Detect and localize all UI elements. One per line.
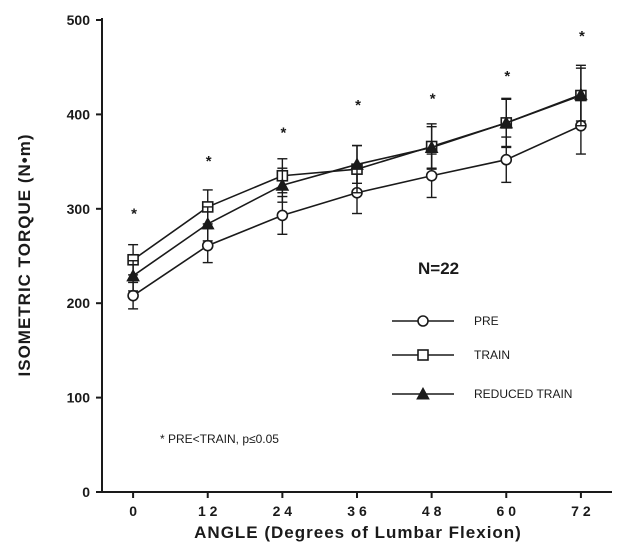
legend-marker-train — [417, 349, 429, 361]
x-axis-title: ANGLE (Degrees of Lumbar Flexion) — [194, 523, 522, 542]
significance-note: * PRE<TRAIN, p≤0.05 — [160, 432, 279, 446]
point-reduced-train — [574, 87, 588, 101]
series-pre — [127, 96, 587, 310]
point-reduced-train — [275, 178, 290, 191]
y-tick-label: 200 — [67, 295, 91, 311]
legend-item-reduced-train: REDUCED TRAIN — [392, 386, 572, 401]
point-pre — [425, 169, 438, 182]
y-tick-label: 0 — [82, 484, 90, 500]
point-reduced-train — [424, 140, 439, 153]
legend-item-train: TRAIN — [392, 348, 510, 362]
significance-star: * — [206, 153, 212, 170]
y-tick-label: 300 — [67, 201, 91, 217]
x-tick-label: 7 2 — [571, 503, 591, 519]
x-tick-label: 1 2 — [198, 503, 218, 519]
significance-star: * — [280, 125, 286, 142]
series-reduced-train — [126, 67, 588, 292]
n-label: N=22 — [418, 259, 459, 278]
series-layer — [126, 64, 588, 310]
legend-marker-pre — [417, 315, 429, 327]
y-tick-label: 100 — [67, 390, 91, 406]
point-pre — [201, 239, 214, 252]
significance-star: * — [504, 68, 510, 85]
significance-star: * — [579, 28, 585, 45]
y-axis-title: ISOMETRIC TORQUE (N•m) — [15, 134, 34, 377]
legend-label-pre: PRE — [474, 314, 499, 328]
significance-star: * — [131, 206, 137, 223]
axes — [101, 18, 612, 493]
legend-label-reduced-train: REDUCED TRAIN — [474, 387, 572, 401]
legend-marker-reduced-train — [416, 386, 430, 400]
significance-star: * — [430, 91, 436, 108]
point-reduced-train — [126, 268, 140, 282]
significance-stars: * * * * * * * — [131, 28, 585, 222]
x-tick-label: 2 4 — [273, 503, 293, 519]
legend-label-train: TRAIN — [474, 348, 510, 362]
point-pre — [127, 289, 139, 302]
x-tick-label: 4 8 — [422, 503, 442, 519]
ticks: 0 100 200 300 400 500 0 1 2 2 4 3 6 4 8 6 0 7 2 — [67, 12, 591, 519]
y-tick-label: 400 — [67, 106, 91, 122]
point-pre — [276, 209, 289, 222]
point-pre — [500, 153, 513, 166]
point-reduced-train — [200, 216, 215, 230]
x-tick-label: 3 6 — [347, 503, 367, 519]
point-reduced-train — [499, 115, 514, 129]
x-tick-label: 0 — [129, 503, 137, 519]
x-tick-label: 6 0 — [497, 503, 517, 519]
legend-item-pre: PRE — [392, 314, 499, 328]
legend: PRE TRAIN REDUCED TRAIN — [392, 314, 572, 401]
significance-star: * — [355, 97, 361, 114]
y-tick-label: 500 — [67, 12, 91, 28]
point-reduced-train — [350, 157, 364, 170]
